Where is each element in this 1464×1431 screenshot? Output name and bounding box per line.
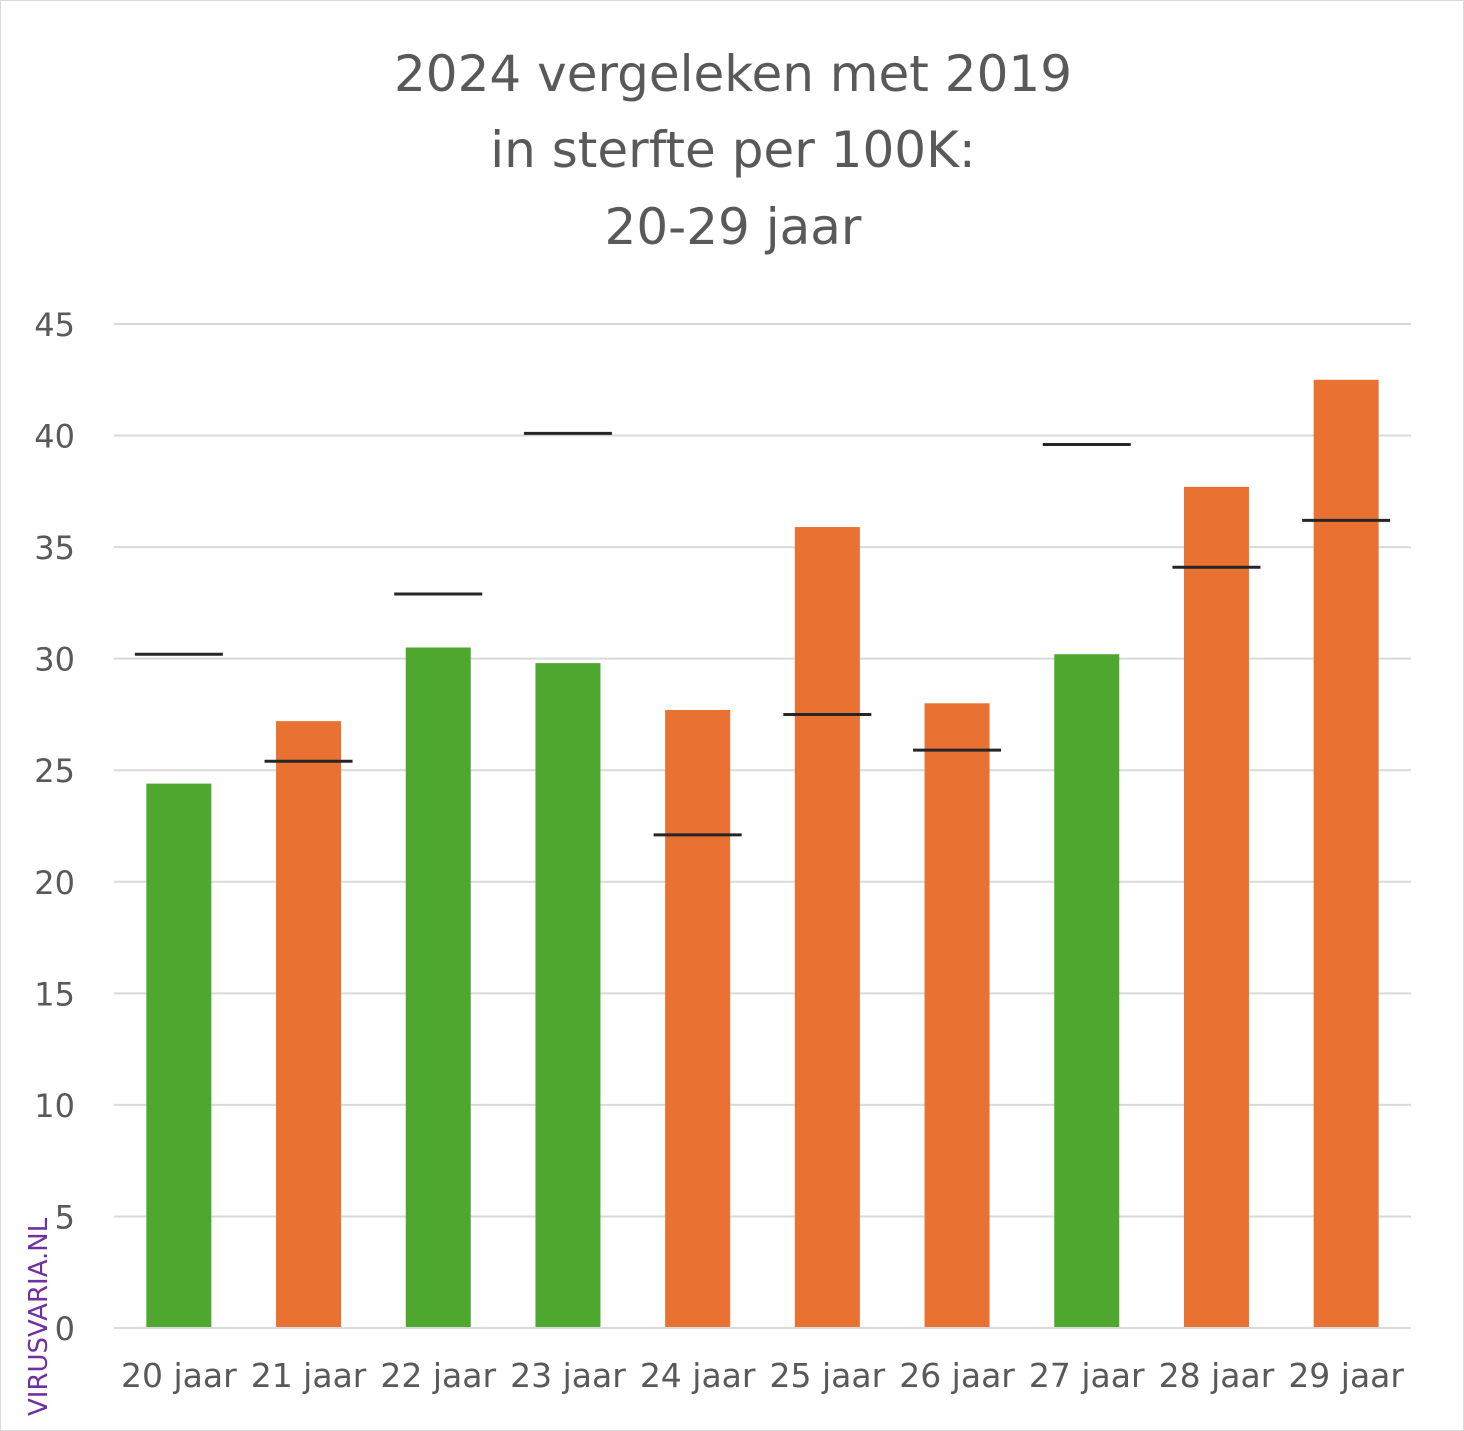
x-tick-label: 26 jaar (899, 1356, 1015, 1395)
y-tick-label: 40 (34, 418, 75, 456)
y-tick-label: 0 (55, 1310, 75, 1348)
y-tick-label: 30 (34, 641, 75, 679)
y-tick-label: 5 (55, 1198, 75, 1236)
title-line-1: 2024 vergeleken met 2019 (394, 45, 1072, 103)
y-tick-label: 35 (34, 529, 75, 567)
bar-2024-27-jaar (1054, 654, 1120, 1328)
title-line-3: 20-29 jaar (605, 198, 862, 256)
x-tick-label: 22 jaar (380, 1356, 496, 1395)
x-tick-label: 25 jaar (770, 1356, 886, 1395)
x-tick-label: 28 jaar (1159, 1356, 1275, 1395)
y-tick-label: 10 (34, 1087, 75, 1125)
bar-2024-29-jaar (1313, 379, 1379, 1328)
bar-2024-22-jaar (405, 647, 471, 1328)
bar-2024-21-jaar (276, 721, 342, 1328)
bar-2024-26-jaar (924, 703, 990, 1328)
x-tick-label: 29 jaar (1288, 1356, 1404, 1395)
x-tick-label: 23 jaar (510, 1356, 626, 1395)
x-tick-label: 21 jaar (251, 1356, 367, 1395)
bar-2024-23-jaar (535, 663, 601, 1328)
title-line-2: in sterfte per 100K: (490, 121, 975, 179)
chart-title: 2024 vergeleken met 2019 in sterfte per … (394, 45, 1072, 256)
bar-2024-28-jaar (1183, 486, 1249, 1329)
bar-2024-20-jaar (146, 783, 212, 1328)
bar-2024-25-jaar (794, 527, 860, 1328)
watermark: VIRUSVARIA.NL (24, 1217, 54, 1416)
y-tick-label: 45 (34, 306, 75, 344)
bar-2024-24-jaar (665, 709, 731, 1328)
x-tick-label: 20 jaar (121, 1356, 237, 1395)
y-tick-label: 25 (34, 752, 75, 790)
x-tick-label: 24 jaar (640, 1356, 756, 1395)
x-tick-label: 27 jaar (1029, 1356, 1145, 1395)
y-tick-label: 15 (34, 975, 75, 1013)
y-tick-label: 20 (34, 864, 75, 902)
